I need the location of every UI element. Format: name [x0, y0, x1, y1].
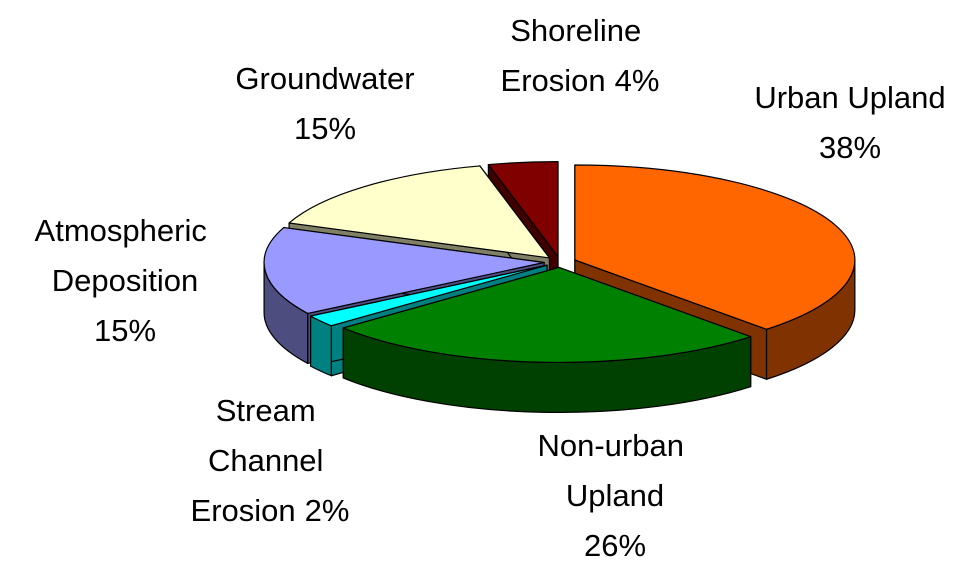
slice-label: Stream Channel Erosion — [191, 393, 333, 528]
value-label: 26% — [584, 528, 646, 563]
slice — [263, 226, 545, 315]
label-line: Atmospheric — [35, 213, 216, 248]
label-line: Upland — [566, 478, 664, 513]
slice — [310, 264, 548, 327]
label-line: Stream — [216, 393, 325, 428]
label-line: Non-urban — [537, 428, 692, 463]
value-label: 15% — [294, 111, 356, 146]
value-label: 2% — [305, 493, 350, 528]
label-line: Groundwater — [235, 61, 414, 96]
value-label: 4% — [615, 63, 660, 98]
value-label: 38% — [819, 130, 881, 165]
value-label: 15% — [94, 313, 156, 348]
slice-label: Shoreline Erosion — [501, 13, 650, 98]
slice — [574, 164, 856, 330]
label-line: Channel — [208, 443, 332, 478]
label-line: Erosion — [191, 493, 296, 528]
label-line: Urban Upland — [754, 80, 945, 115]
slice-label: Groundwater — [235, 61, 414, 96]
label-line: Shoreline — [510, 13, 650, 48]
slice — [342, 266, 752, 364]
label-line: Erosion — [501, 63, 606, 98]
slice-label: Urban Upland — [754, 80, 945, 115]
slice-label: Atmospheric Deposition — [35, 213, 216, 298]
slice-label: Non-urban Upland — [537, 428, 692, 513]
slice — [487, 161, 559, 258]
label-line: Deposition — [52, 263, 198, 298]
slice — [288, 165, 551, 259]
